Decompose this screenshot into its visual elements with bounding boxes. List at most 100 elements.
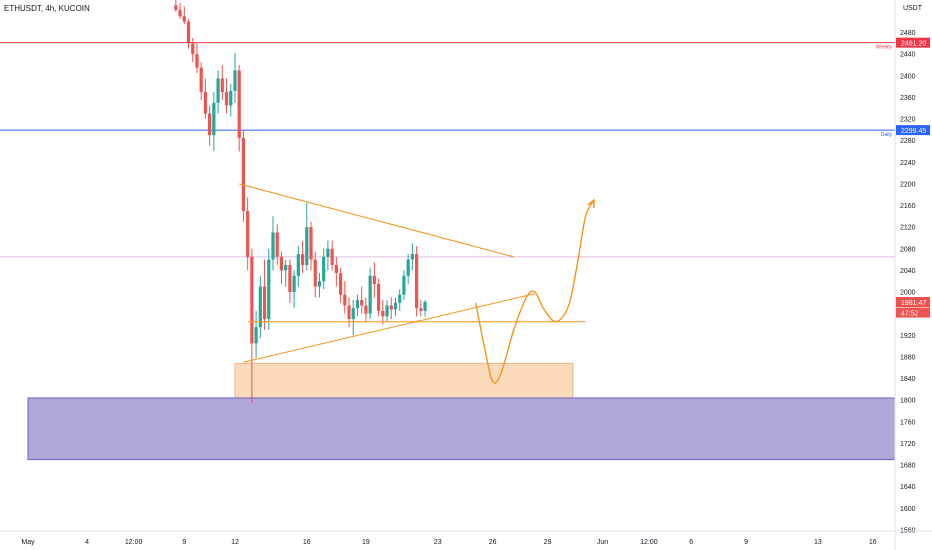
candle xyxy=(351,300,355,336)
candle xyxy=(199,62,203,101)
candle-body xyxy=(195,54,199,68)
candle-body xyxy=(313,259,317,287)
price-tag xyxy=(896,37,930,48)
candle xyxy=(267,248,271,330)
candle xyxy=(258,275,262,338)
candle xyxy=(334,256,338,287)
y-tick-label: 2400 xyxy=(900,73,916,80)
candle xyxy=(368,267,372,320)
candle xyxy=(376,278,381,317)
candle xyxy=(224,78,229,114)
candle xyxy=(250,248,254,403)
plot-area xyxy=(0,0,895,461)
candle-body xyxy=(191,43,195,55)
candle xyxy=(271,216,275,271)
candle xyxy=(415,246,419,317)
candle xyxy=(317,273,322,298)
candle xyxy=(338,267,343,303)
y-tick-label: 2440 xyxy=(900,52,916,59)
candle xyxy=(355,294,360,317)
candle-body xyxy=(246,210,250,257)
candle xyxy=(398,289,402,311)
candle-body xyxy=(305,227,309,265)
candle xyxy=(410,243,414,271)
candle xyxy=(229,83,233,117)
candle-body xyxy=(292,275,296,292)
candle xyxy=(406,254,410,284)
candle xyxy=(186,18,191,49)
candle xyxy=(381,300,385,325)
candle xyxy=(330,240,334,271)
candle xyxy=(292,270,296,309)
projection-arrow-icon xyxy=(587,198,595,209)
candle-body xyxy=(368,275,372,314)
candle xyxy=(305,202,309,271)
candle-body xyxy=(317,281,322,287)
candle-body xyxy=(309,227,313,260)
candle-body xyxy=(233,70,237,91)
candle-body xyxy=(267,259,271,320)
y-tick-label: 2160 xyxy=(900,203,916,210)
candle xyxy=(254,310,258,358)
candle-body xyxy=(364,305,368,314)
x-tick-label: 13 xyxy=(814,539,822,546)
candle-body xyxy=(186,21,191,44)
candle xyxy=(360,286,364,314)
candle xyxy=(385,300,389,322)
candle-body xyxy=(258,286,262,328)
level-tag: Daily xyxy=(881,132,893,138)
candle xyxy=(372,262,376,298)
candle-body xyxy=(300,254,305,265)
y-tick-label: 2080 xyxy=(900,246,916,253)
candle-body xyxy=(410,254,414,260)
candle xyxy=(212,91,216,152)
x-tick-label: 12:00 xyxy=(125,539,143,546)
candle xyxy=(233,53,237,103)
price-tag xyxy=(896,297,930,308)
y-tick-label: 1800 xyxy=(900,398,916,405)
candle-body xyxy=(182,16,186,22)
candle xyxy=(195,42,199,74)
candle xyxy=(174,0,178,12)
candle xyxy=(203,78,208,119)
candle-body xyxy=(208,113,212,136)
candle xyxy=(343,281,347,314)
y-tick-label: 2200 xyxy=(900,181,916,188)
x-tick-label: 12:00 xyxy=(640,539,658,546)
x-tick-label: 23 xyxy=(434,539,442,546)
zone-support xyxy=(27,397,895,461)
candle xyxy=(279,251,284,284)
candle xyxy=(262,259,267,330)
candle xyxy=(322,248,326,290)
candle-body xyxy=(241,137,246,211)
projection-path xyxy=(475,199,595,384)
candle-body xyxy=(360,300,364,306)
candle-body xyxy=(330,248,334,265)
candles xyxy=(174,0,427,403)
candle-body xyxy=(406,259,410,276)
symbol-label: ETHUSDT, 4h, KUCOIN xyxy=(4,4,90,13)
candle xyxy=(275,224,279,265)
candle xyxy=(364,297,368,322)
candle xyxy=(309,221,313,271)
zone-demand xyxy=(234,362,574,401)
candle-body xyxy=(419,308,423,311)
candle-body xyxy=(398,294,402,303)
candle-body xyxy=(393,302,398,310)
candle-body xyxy=(372,275,376,284)
candle-body xyxy=(199,67,203,92)
candle xyxy=(402,270,406,301)
candle-body xyxy=(326,248,330,257)
x-tick-label: 29 xyxy=(544,539,552,546)
x-tick-label: 12 xyxy=(231,539,239,546)
candle-body xyxy=(237,70,241,138)
candle-body xyxy=(338,273,343,295)
candle-body xyxy=(288,264,292,292)
x-tick-label: 16 xyxy=(869,539,877,546)
candle-body xyxy=(250,256,254,344)
candle-body xyxy=(376,283,381,311)
y-tick-label: 1880 xyxy=(900,354,916,361)
candle-body xyxy=(385,305,389,317)
y-tick-label: 2120 xyxy=(900,225,916,232)
